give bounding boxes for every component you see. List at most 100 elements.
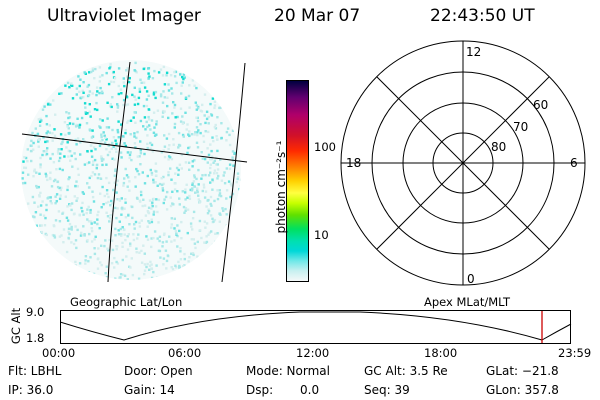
emission-pixel: [114, 139, 117, 142]
emission-pixel: [187, 161, 191, 164]
emission-pixel: [100, 263, 103, 267]
emission-pixel: [178, 264, 181, 268]
emission-pixel: [216, 189, 219, 192]
emission-pixel: [152, 91, 156, 94]
emission-pixel: [147, 72, 150, 75]
emission-pixel: [49, 171, 52, 174]
emission-pixel: [166, 254, 170, 257]
emission-pixel: [156, 184, 159, 187]
emission-pixel: [56, 150, 60, 153]
emission-pixel: [159, 68, 163, 71]
emission-pixel: [200, 177, 203, 180]
emission-pixel: [145, 104, 149, 108]
emission-pixel: [140, 193, 143, 197]
emission-pixel: [114, 168, 117, 171]
emission-pixel: [196, 190, 199, 194]
emission-pixel: [152, 197, 155, 201]
emission-pixel: [112, 136, 116, 139]
emission-pixel: [231, 150, 235, 153]
emission-pixel: [47, 196, 50, 199]
emission-pixel: [208, 231, 211, 234]
emission-pixel: [45, 114, 48, 118]
emission-pixel: [78, 90, 81, 93]
emission-pixel: [195, 108, 198, 111]
emission-pixel: [122, 181, 126, 185]
emission-pixel: [206, 199, 209, 202]
emission-pixel: [105, 275, 109, 279]
emission-pixel: [66, 205, 69, 208]
emission-pixel: [220, 122, 223, 125]
emission-pixel: [182, 135, 185, 138]
emission-pixel: [101, 119, 104, 122]
emission-pixel: [98, 80, 101, 83]
emission-pixel: [79, 141, 82, 144]
emission-pixel: [67, 132, 70, 135]
emission-pixel: [133, 69, 136, 72]
emission-pixel: [209, 166, 212, 170]
emission-pixel: [193, 242, 197, 245]
emission-pixel: [207, 174, 211, 177]
time-tick-0000: 00:00: [42, 346, 76, 360]
emission-pixel: [173, 70, 176, 74]
emission-pixel: [207, 122, 210, 125]
emission-pixel: [125, 174, 129, 177]
emission-pixel: [150, 220, 154, 224]
emission-pixel: [228, 167, 232, 171]
emission-pixel: [136, 102, 140, 106]
emission-pixel: [44, 140, 47, 144]
emission-pixel: [95, 167, 98, 170]
emission-pixel: [195, 177, 198, 181]
emission-pixel: [209, 214, 213, 217]
emission-pixel: [133, 223, 136, 226]
emission-pixel: [185, 128, 188, 131]
emission-pixel: [51, 132, 54, 135]
emission-pixel: [92, 160, 95, 163]
emission-pixel: [42, 214, 46, 217]
emission-pixel: [209, 202, 212, 206]
emission-pixel: [78, 262, 82, 265]
emission-pixel: [162, 182, 165, 186]
emission-pixel: [215, 163, 218, 166]
emission-pixel: [101, 163, 104, 167]
emission-pixel: [207, 208, 210, 211]
emission-pixel: [225, 224, 229, 227]
emission-pixel: [35, 186, 39, 189]
emission-pixel: [181, 115, 184, 118]
emission-pixel: [66, 81, 70, 85]
emission-pixel: [211, 97, 215, 100]
emission-pixel: [209, 181, 212, 184]
emission-pixel: [93, 221, 96, 224]
emission-pixel: [37, 205, 40, 208]
emission-pixel: [175, 166, 179, 170]
emission-pixel: [68, 116, 72, 119]
emission-pixel: [117, 84, 120, 88]
emission-pixel: [46, 140, 49, 143]
emission-pixel: [154, 205, 158, 208]
emission-pixel: [54, 202, 57, 205]
emission-pixel: [124, 144, 127, 148]
emission-pixel: [87, 220, 91, 223]
emission-pixel: [80, 231, 83, 235]
emission-pixel: [148, 268, 151, 271]
emission-pixel: [118, 135, 122, 139]
emission-pixel: [207, 130, 210, 134]
emission-pixel: [156, 210, 159, 214]
emission-pixel: [214, 240, 217, 243]
emission-pixel: [60, 148, 63, 151]
emission-pixel: [119, 227, 122, 231]
emission-pixel: [225, 213, 228, 216]
emission-pixel: [196, 187, 199, 190]
emission-pixel: [65, 216, 69, 219]
emission-pixel: [68, 232, 71, 236]
emission-pixel: [126, 235, 129, 238]
emission-pixel: [167, 89, 171, 92]
emission-pixel: [141, 204, 144, 208]
emission-pixel: [146, 238, 150, 241]
emission-pixel: [122, 184, 125, 187]
emission-pixel: [135, 251, 138, 254]
emission-pixel: [108, 105, 112, 108]
emission-pixel: [24, 156, 28, 160]
emission-pixel: [72, 242, 76, 246]
emission-pixel: [139, 140, 142, 143]
dsp-value: 0.0: [300, 383, 320, 397]
